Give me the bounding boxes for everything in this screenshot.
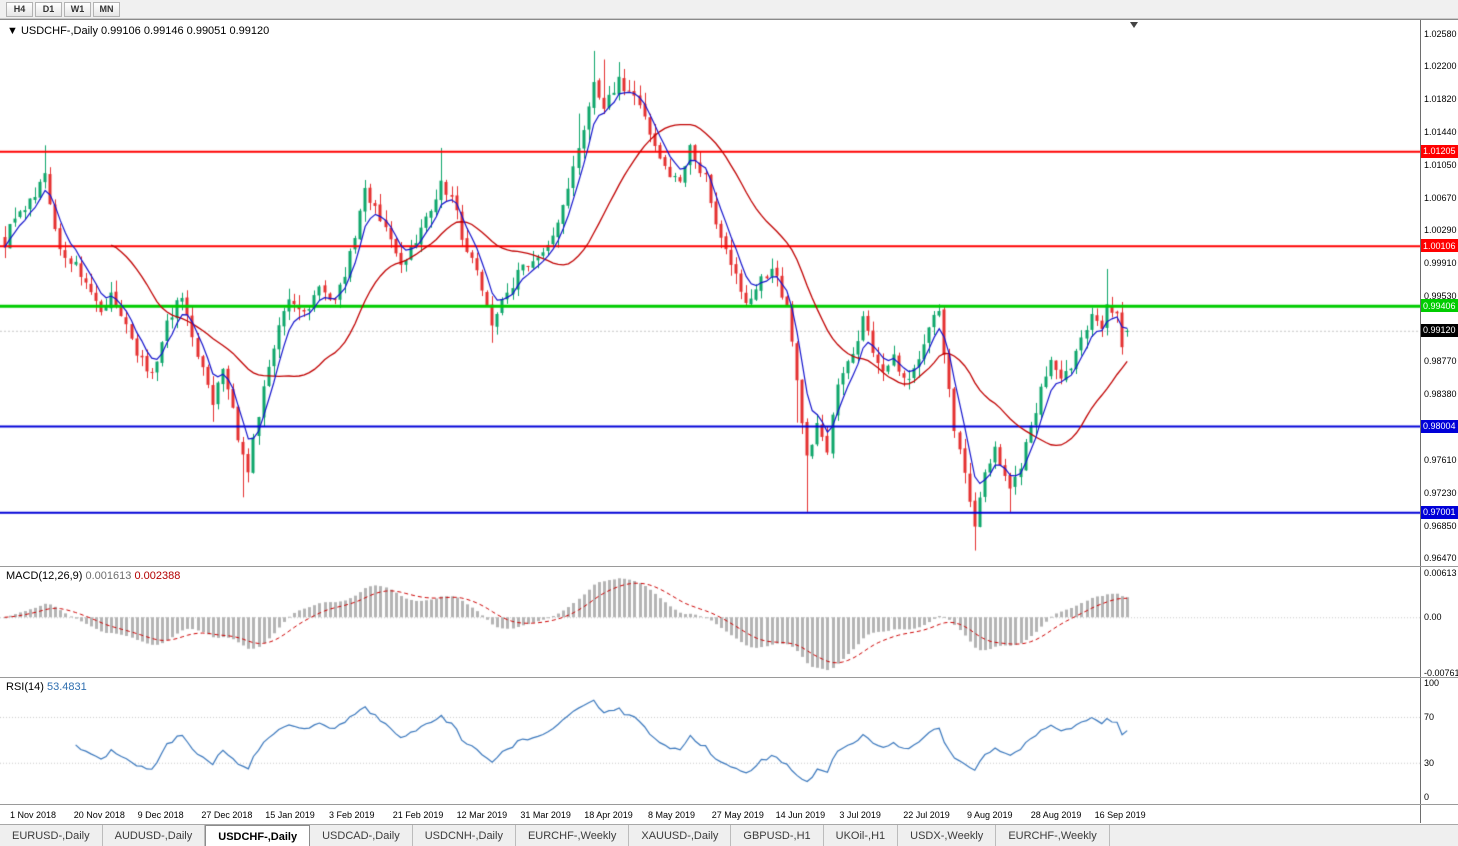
date-axis-row: 1 Nov 2018 20 Nov 2018 9 Dec 2018 27 Dec 20… xyxy=(0,805,1458,824)
level-price-box: 1.00106 xyxy=(1421,239,1458,253)
date-axis-label: 3 Feb 2019 xyxy=(329,810,375,820)
rsi-axis-tick: 30 xyxy=(1424,757,1435,768)
pane-divider xyxy=(0,677,1458,678)
rsi-axis-tick: 100 xyxy=(1424,678,1440,688)
chart-tab-eurchf-weekly-5[interactable]: EURCHF-,Weekly xyxy=(516,825,630,846)
date-axis-label: 28 Aug 2019 xyxy=(1030,810,1082,820)
chart-tab-eurusd-daily-0[interactable]: EURUSD-,Daily xyxy=(0,825,103,846)
level-price-box: 0.98004 xyxy=(1421,419,1458,433)
chart-tab-usdcad-daily-3[interactable]: USDCAD-,Daily xyxy=(310,825,413,846)
level-price-box: 1.01205 xyxy=(1421,144,1458,158)
macd-indicator-canvas[interactable] xyxy=(0,567,1420,677)
price-axis-tick: 0.97610 xyxy=(1424,455,1457,466)
macd-pane: 0.00613 0.00 -0.00761 MACD(12,26,9) 0.0016… xyxy=(0,567,1458,677)
macd-label: MACD(12,26,9) 0.001613 0.002388 xyxy=(6,570,180,582)
date-axis-label: 18 Apr 2019 xyxy=(584,810,633,820)
price-axis-tick: 1.01820 xyxy=(1424,93,1457,104)
date-axis: 1 Nov 2018 20 Nov 2018 9 Dec 2018 27 Dec 20… xyxy=(0,805,1420,824)
date-axis-label: 22 Jul 2019 xyxy=(903,810,950,820)
rsi-indicator-canvas[interactable] xyxy=(0,678,1420,804)
price-chart-canvas[interactable] xyxy=(0,20,1420,566)
price-axis-tick: 0.97230 xyxy=(1424,488,1457,499)
rsi-axis: 100 70 30 0 xyxy=(1420,678,1458,804)
date-axis-label: 31 Mar 2019 xyxy=(520,810,571,820)
timeframe-button-d1[interactable]: D1 xyxy=(35,1,62,17)
date-axis-label: 15 Jan 2019 xyxy=(265,810,315,820)
timeframe-button-h4[interactable]: H4 xyxy=(6,1,33,17)
chart-tab-audusd-daily-1[interactable]: AUDUSD-,Daily xyxy=(103,825,206,846)
chart-window: 1.02580 1.02200 1.01820 1.01440 1.01050 1.006… xyxy=(0,19,1458,824)
price-axis-tick: 0.99530 xyxy=(1424,290,1457,301)
date-axis-label: 16 Sep 2019 xyxy=(1094,810,1146,820)
price-axis-tick: 1.01440 xyxy=(1424,126,1457,137)
date-axis-label: 12 Mar 2019 xyxy=(456,810,508,820)
chart-title: ▼ USDCHF-,Daily 0.99106 0.99146 0.99051 … xyxy=(7,25,269,37)
macd-axis-tick: -0.00761 xyxy=(1424,667,1458,677)
level-price-box: 0.99406 xyxy=(1421,299,1458,313)
timeframe-button-w1[interactable]: W1 xyxy=(64,1,91,17)
symbol-dropdown-icon[interactable]: ▼ xyxy=(7,25,18,37)
macd-axis-tick: 0.00 xyxy=(1424,612,1442,623)
macd-value-main: 0.001613 xyxy=(85,570,132,582)
rsi-axis-tick: 70 xyxy=(1424,711,1435,722)
timeframe-button-mn[interactable]: MN xyxy=(93,1,120,17)
chart-tab-usdcnh-daily-4[interactable]: USDCNH-,Daily xyxy=(413,825,516,846)
price-axis: 1.02580 1.02200 1.01820 1.01440 1.01050 1.006… xyxy=(1420,20,1458,566)
date-axis-label: 20 Nov 2018 xyxy=(73,810,125,820)
level-price-box: 0.97001 xyxy=(1421,505,1458,519)
price-axis-tick: 0.99910 xyxy=(1424,257,1457,268)
date-axis-label: 27 Dec 2018 xyxy=(201,810,253,820)
macd-value-signal: 0.002388 xyxy=(134,570,181,582)
date-axis-label: 8 May 2019 xyxy=(648,810,696,820)
rsi-name: RSI(14) xyxy=(6,681,44,693)
timeframe-toolbar: H4 D1 W1 MN xyxy=(0,0,1458,19)
rsi-value: 53.4831 xyxy=(46,681,87,693)
macd-axis: 0.00613 0.00 -0.00761 xyxy=(1420,567,1458,677)
price-pane: 1.02580 1.02200 1.01820 1.01440 1.01050 1.006… xyxy=(0,20,1458,566)
pane-divider xyxy=(0,804,1458,805)
price-axis-tick: 0.96850 xyxy=(1424,520,1457,531)
macd-axis-tick: 0.00613 xyxy=(1424,567,1457,578)
date-axis-label: 21 Feb 2019 xyxy=(392,810,444,820)
macd-name: MACD(12,26,9) xyxy=(6,570,83,582)
current-price-box: 0.99120 xyxy=(1421,323,1458,337)
series-end-marker-icon xyxy=(1130,22,1138,28)
axis-corner xyxy=(1420,805,1458,823)
price-axis-tick: 0.98770 xyxy=(1424,355,1457,366)
chart-tab-usdx-weekly-9[interactable]: USDX-,Weekly xyxy=(898,825,997,846)
chart-tab-bar: EURUSD-,Daily AUDUSD-,Daily USDCHF-,Daily U… xyxy=(0,824,1458,846)
rsi-label: RSI(14) 53.4831 xyxy=(6,681,87,693)
price-axis-tick: 1.00670 xyxy=(1424,192,1457,203)
pane-divider xyxy=(0,566,1458,567)
date-axis-label: 14 Jun 2019 xyxy=(775,810,826,820)
date-axis-label: 9 Dec 2018 xyxy=(137,810,184,820)
chart-tab-usdchf-daily-2[interactable]: USDCHF-,Daily xyxy=(205,825,311,846)
price-axis-tick: 1.02580 xyxy=(1424,28,1457,39)
date-axis-label: 1 Nov 2018 xyxy=(10,810,57,820)
rsi-axis-tick: 0 xyxy=(1424,792,1430,803)
chart-tab-xauusd-daily-6[interactable]: XAUUSD-,Daily xyxy=(629,825,732,846)
price-axis-tick: 1.00290 xyxy=(1424,225,1457,236)
price-axis-tick: 0.98380 xyxy=(1424,389,1457,400)
date-axis-label: 3 Jul 2019 xyxy=(839,810,881,820)
chart-tab-ukoil-h1-8[interactable]: UKOil-,H1 xyxy=(824,825,899,846)
date-axis-label: 9 Aug 2019 xyxy=(967,810,1013,820)
chart-tab-gbpusd-h1-7[interactable]: GBPUSD-,H1 xyxy=(731,825,824,846)
price-axis-tick: 1.01050 xyxy=(1424,160,1457,171)
price-axis-tick: 0.96470 xyxy=(1424,553,1457,564)
rsi-pane: 100 70 30 0 RSI(14) 53.4831 xyxy=(0,678,1458,804)
chart-tab-eurchf-weekly-10[interactable]: EURCHF-,Weekly xyxy=(996,825,1110,846)
date-axis-label: 27 May 2019 xyxy=(711,810,764,820)
price-axis-tick: 1.02200 xyxy=(1424,61,1457,72)
chart-title-text: USDCHF-,Daily 0.99106 0.99146 0.99051 0.… xyxy=(20,25,270,37)
